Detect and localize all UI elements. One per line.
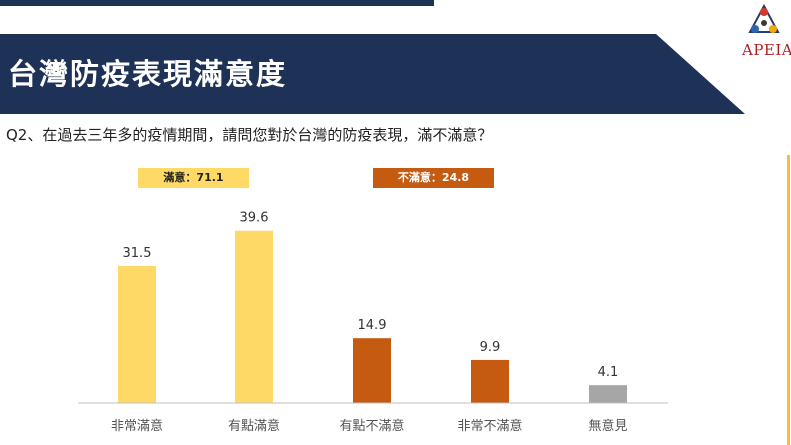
satisfied-summary-badge: 滿意：71.1	[138, 168, 249, 188]
bar-chart: 31.5 39.6 14.9 9.9 4.1 非常滿意 有點滿意 有點不滿意 非常不滿意 無意見	[78, 211, 668, 434]
category-label-very-dissatisfied: 非常不滿意	[457, 418, 522, 434]
value-label-very-satisfied: 31.5	[123, 246, 152, 261]
value-label-somewhat-dissatisfied: 14.9	[358, 318, 387, 333]
value-label-no-opinion: 4.1	[598, 365, 619, 380]
category-label-very-satisfied: 非常滿意	[111, 418, 163, 434]
bar-very-dissatisfied	[471, 359, 509, 403]
dissatisfied-summary-badge: 不滿意：24.8	[373, 168, 494, 188]
value-label-very-dissatisfied: 9.9	[480, 340, 501, 355]
bar-somewhat-dissatisfied	[353, 338, 391, 403]
bar-somewhat-satisfied	[235, 230, 273, 403]
survey-question: Q2、在過去三年多的疫情期間，請問您對於台灣的防疫表現，滿不滿意？	[6, 126, 493, 144]
top-accent-strip	[0, 0, 434, 6]
category-label-somewhat-satisfied: 有點滿意	[228, 418, 280, 434]
bar-no-opinion	[589, 385, 627, 403]
apeia-logo-icon	[748, 3, 780, 33]
right-accent-line	[787, 155, 790, 445]
value-label-somewhat-satisfied: 39.6	[240, 211, 269, 226]
bar-very-satisfied	[118, 265, 156, 403]
banner-shape	[0, 34, 745, 114]
page-title: 台灣防疫表現滿意度	[8, 57, 288, 91]
category-label-somewhat-dissatisfied: 有點不滿意	[339, 418, 404, 434]
logo-text: APEIA	[742, 41, 791, 59]
bar-group: 31.5 39.6 14.9 9.9 4.1	[118, 211, 627, 403]
category-label-no-opinion: 無意見	[588, 418, 627, 434]
category-label-group: 非常滿意 有點滿意 有點不滿意 非常不滿意 無意見	[111, 418, 628, 434]
title-banner: 台灣防疫表現滿意度	[0, 34, 745, 114]
